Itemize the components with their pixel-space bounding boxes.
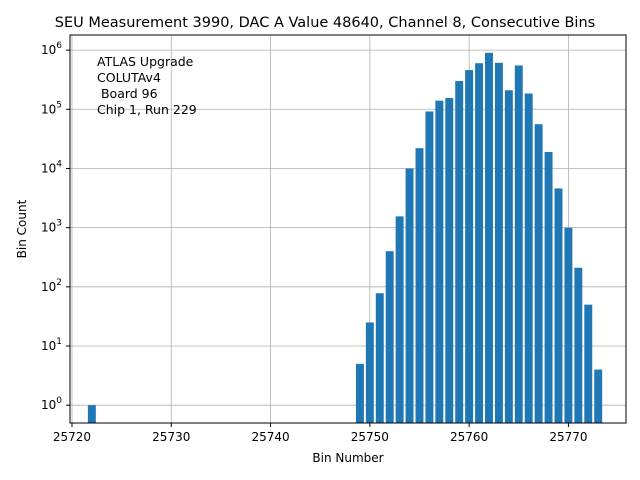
y-tick-label: 104 [41,159,62,175]
bar [594,369,603,423]
bar [544,151,553,423]
annotation-line: ATLAS Upgrade [97,54,194,69]
bar [534,124,543,423]
x-tick-label: 25740 [251,430,289,444]
bar [355,363,364,423]
x-axis-label: Bin Number [312,451,383,465]
x-axis-ticks: 25720 25730 25740 25750 25760 25770 [53,423,588,444]
bar [395,216,404,423]
annotation-line: COLUTAv4 [97,70,161,85]
bar [445,98,454,423]
bar [554,188,563,423]
bar [365,322,374,423]
y-tick-label: 102 [41,278,62,294]
bar [455,81,464,424]
bar [584,304,593,423]
y-tick-label: 106 [41,41,62,57]
bar [425,111,434,423]
bar [475,63,484,423]
x-tick-label: 25770 [549,430,587,444]
annotation-line: Board 96 [97,86,158,101]
bar [465,70,474,423]
y-axis-ticks: 100 101 102 103 104 105 106 [41,41,70,412]
bar [524,93,533,424]
x-tick-label: 25730 [152,430,190,444]
bar [415,148,424,423]
bar [405,168,414,423]
bar [574,267,583,423]
y-tick-label: 105 [41,100,62,116]
bars [87,52,603,424]
y-tick-label: 100 [41,396,62,412]
bar [564,227,573,423]
bar [375,293,384,423]
y-tick-label: 103 [41,219,62,235]
y-axis-label: Bin Count [15,199,29,258]
bar [385,251,394,423]
bar [494,62,503,423]
bar [485,52,493,423]
bar [435,100,444,424]
bar [87,405,96,423]
annotation-line: Chip 1, Run 229 [97,102,197,117]
chart-title: SEU Measurement 3990, DAC A Value 48640,… [55,15,595,31]
x-tick-label: 25760 [450,430,488,444]
bar [514,65,523,424]
bar [504,90,513,423]
plot-frame [69,34,627,424]
y-tick-label: 101 [41,337,62,353]
x-tick-label: 25750 [351,430,389,444]
x-tick-label: 25720 [53,430,91,444]
